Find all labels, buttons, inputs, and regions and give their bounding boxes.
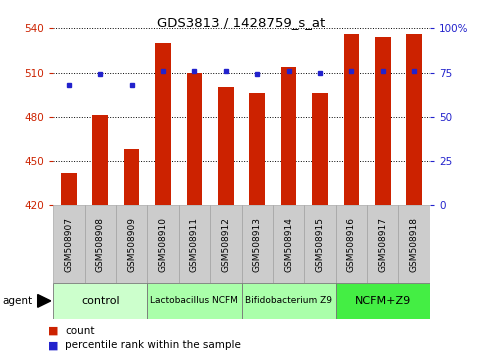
Text: GDS3813 / 1428759_s_at: GDS3813 / 1428759_s_at [157,16,326,29]
Text: GSM508910: GSM508910 [158,217,168,272]
Text: GSM508917: GSM508917 [378,217,387,272]
Text: GSM508912: GSM508912 [221,217,230,272]
Bar [312,93,328,205]
Text: ■: ■ [48,340,59,350]
Text: agent: agent [2,296,32,306]
Bar [343,34,359,205]
Text: GSM508916: GSM508916 [347,217,356,272]
Bar [116,205,147,283]
Bar [336,283,430,319]
Text: percentile rank within the sample: percentile rank within the sample [65,340,241,350]
Bar [398,205,430,283]
Bar [210,205,242,283]
Bar [375,37,391,205]
Bar [218,87,234,205]
Text: ■: ■ [48,326,59,336]
Bar [406,34,422,205]
Text: Bifidobacterium Z9: Bifidobacterium Z9 [245,296,332,306]
Text: GSM508909: GSM508909 [127,217,136,272]
Text: GSM508913: GSM508913 [253,217,262,272]
Text: count: count [65,326,95,336]
Bar [336,205,367,283]
Text: GSM508915: GSM508915 [315,217,325,272]
Bar [53,283,147,319]
Text: Lactobacillus NCFM: Lactobacillus NCFM [151,296,238,306]
Text: control: control [81,296,119,306]
Text: GSM508918: GSM508918 [410,217,419,272]
Bar [304,205,336,283]
Bar [53,205,85,283]
Bar [155,43,171,205]
Bar [367,205,398,283]
Bar [242,283,336,319]
Bar [273,205,304,283]
Bar [61,173,77,205]
Bar [92,115,108,205]
Text: GSM508907: GSM508907 [64,217,73,272]
Bar [281,67,297,205]
Bar [179,205,210,283]
Bar [147,283,242,319]
Bar [124,149,140,205]
Text: GSM508911: GSM508911 [190,217,199,272]
Bar [249,93,265,205]
Text: GSM508908: GSM508908 [96,217,105,272]
Bar [186,73,202,205]
Text: NCFM+Z9: NCFM+Z9 [355,296,411,306]
Bar [85,205,116,283]
Bar [147,205,179,283]
Bar [242,205,273,283]
Text: GSM508914: GSM508914 [284,217,293,272]
